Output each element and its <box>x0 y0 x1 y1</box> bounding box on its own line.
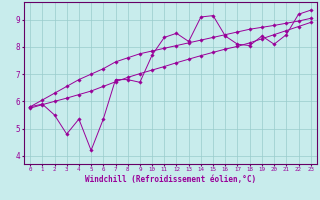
X-axis label: Windchill (Refroidissement éolien,°C): Windchill (Refroidissement éolien,°C) <box>85 175 256 184</box>
